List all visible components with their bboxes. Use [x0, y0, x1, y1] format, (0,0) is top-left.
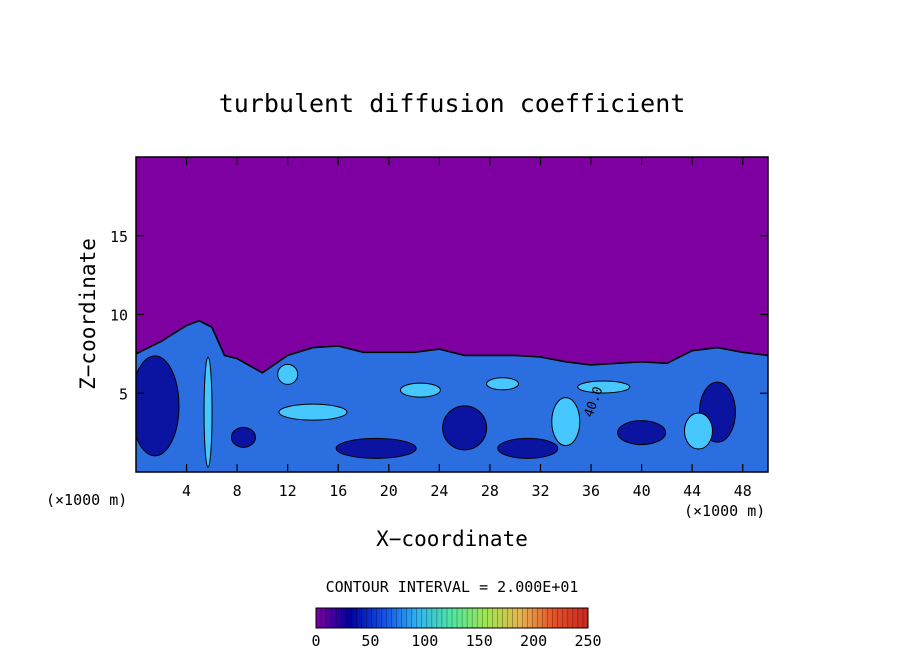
x-axis: 4 8 12 16 20 24 28 32 36 40 44 48: [182, 157, 752, 500]
x-tick-label: 32: [531, 482, 549, 500]
eddy-9: [278, 403, 348, 421]
x-tick-label: 28: [481, 482, 499, 500]
eddy-8: [203, 356, 213, 468]
x-tick-label: 20: [380, 482, 398, 500]
x-tick-label: 8: [233, 482, 242, 500]
boundary-contour-line: [136, 319, 768, 374]
x-tick-label: 12: [279, 482, 297, 500]
colorbar-tick-label: 150: [466, 632, 493, 650]
x-tick-label: 16: [329, 482, 347, 500]
turbulent-layer: [136, 320, 768, 472]
x-tick-label: 40: [633, 482, 651, 500]
y-tick-label: 5: [119, 385, 128, 403]
eddy-structures: [136, 355, 736, 468]
colorbar-stripes: [320, 608, 584, 628]
colorbar-tick-label: 200: [520, 632, 547, 650]
y-axis-label: Z−coordinate: [76, 238, 100, 390]
colorbar: 0 50 100 150 200 250: [311, 607, 602, 650]
eddy-2: [335, 437, 417, 459]
colorbar-tick-label: 100: [411, 632, 438, 650]
colorbar-ticks: 0 50 100 150 200 250: [311, 632, 601, 650]
colorbar-tick-label: 50: [361, 632, 379, 650]
y-axis: 5 10 15: [110, 228, 768, 403]
eddy-4: [497, 437, 559, 459]
eddy-15: [277, 363, 299, 385]
x-unit-right: (×1000 m): [684, 502, 765, 520]
eddy-1: [136, 355, 180, 457]
eddy-10: [399, 382, 441, 398]
colorbar-tick-label: 250: [574, 632, 601, 650]
eddy-7: [230, 426, 256, 448]
eddy-12: [577, 380, 631, 394]
eddy-11: [551, 397, 581, 447]
x-tick-label: 4: [182, 482, 191, 500]
contour-interval-text: CONTOUR INTERVAL = 2.000E+01: [326, 578, 579, 596]
x-unit-left: (×1000 m): [46, 491, 127, 509]
x-tick-label: 36: [582, 482, 600, 500]
colorbar-tick-label: 0: [311, 632, 320, 650]
x-axis-label: X−coordinate: [376, 527, 528, 551]
y-tick-label: 10: [110, 307, 128, 325]
eddy-14: [683, 412, 713, 450]
y-tick-label: 15: [110, 228, 128, 246]
eddy-13: [486, 377, 520, 391]
eddy-3: [442, 405, 488, 451]
chart-title: turbulent diffusion coefficient: [219, 89, 686, 118]
x-tick-label: 48: [734, 482, 752, 500]
x-tick-label: 44: [683, 482, 701, 500]
plot-area: 40.0: [135, 156, 769, 473]
eddy-5: [617, 420, 667, 446]
colorbar-frame: [315, 607, 589, 629]
x-tick-label: 24: [430, 482, 448, 500]
